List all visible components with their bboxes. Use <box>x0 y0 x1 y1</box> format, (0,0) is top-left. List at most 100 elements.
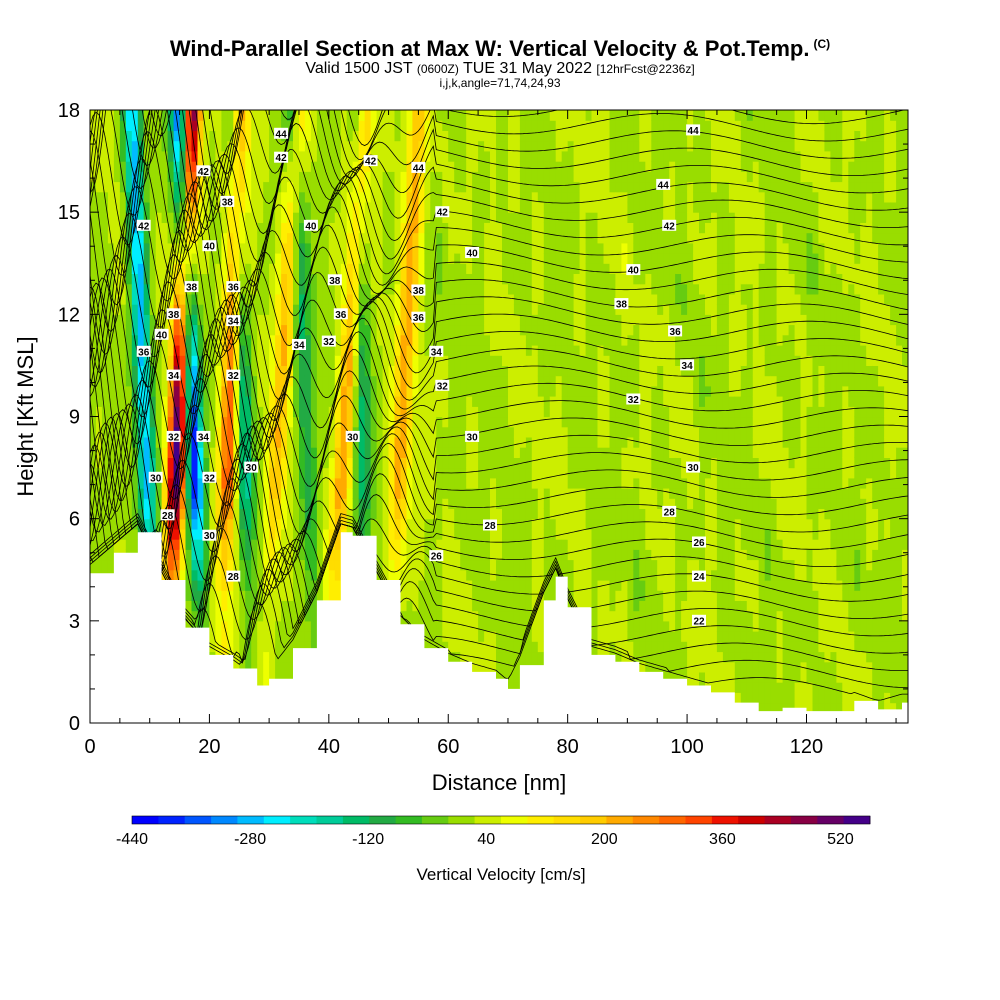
velocity-cell <box>454 477 461 489</box>
velocity-cell <box>263 569 270 581</box>
velocity-cell <box>376 283 384 295</box>
velocity-cell <box>525 477 533 489</box>
velocity-cell <box>508 293 515 305</box>
velocity-cell <box>561 140 569 152</box>
velocity-cell <box>352 222 360 234</box>
velocity-cell <box>567 549 575 561</box>
velocity-cell <box>316 140 324 152</box>
velocity-cell <box>322 140 330 152</box>
velocity-cell <box>579 273 587 285</box>
velocity-cell <box>191 161 199 172</box>
velocity-cell <box>364 467 372 479</box>
velocity-cell <box>334 569 342 581</box>
velocity-cell <box>173 508 181 520</box>
velocity-cell <box>185 334 193 346</box>
velocity-cell <box>191 242 199 254</box>
velocity-cell <box>328 416 336 428</box>
velocity-cell <box>394 140 402 152</box>
velocity-cell <box>155 426 163 438</box>
velocity-cell <box>137 477 145 489</box>
velocity-cell <box>430 610 437 622</box>
velocity-cell <box>251 242 258 254</box>
velocity-cell <box>406 498 414 509</box>
velocity-cell <box>119 161 127 172</box>
velocity-cell <box>543 201 551 213</box>
velocity-cell <box>299 498 306 509</box>
velocity-cell <box>549 426 557 438</box>
velocity-cell <box>466 324 473 336</box>
subtitle-valid-time: Valid 1500 JST <box>305 60 413 77</box>
velocity-cell <box>96 528 103 540</box>
velocity-cell <box>233 559 240 571</box>
velocity-cell <box>209 488 216 499</box>
velocity-cell <box>322 201 330 213</box>
velocity-cell <box>179 385 187 397</box>
velocity-cell <box>448 539 455 550</box>
velocity-cell <box>490 661 497 673</box>
velocity-cell <box>155 488 163 499</box>
velocity-cell <box>567 396 575 407</box>
velocity-cell <box>394 345 402 356</box>
velocity-cell <box>191 447 199 458</box>
velocity-cell <box>519 130 527 142</box>
velocity-cell <box>496 590 503 601</box>
velocity-cell <box>513 416 521 428</box>
velocity-cell <box>125 191 133 203</box>
velocity-cell <box>167 273 175 285</box>
velocity-cell <box>293 355 300 366</box>
velocity-cell <box>531 641 539 653</box>
velocity-cell <box>167 549 175 561</box>
velocity-cell <box>352 457 360 469</box>
velocity-cell <box>215 396 222 407</box>
velocity-cell <box>328 171 336 183</box>
velocity-cell <box>299 365 306 377</box>
velocity-cell <box>358 385 366 397</box>
velocity-cell <box>269 222 276 234</box>
velocity-cell <box>376 161 384 172</box>
velocity-cell <box>101 498 109 509</box>
velocity-cell <box>472 273 479 285</box>
velocity-cell <box>346 396 354 407</box>
velocity-cell <box>137 324 145 336</box>
velocity-cell <box>579 549 587 561</box>
velocity-cell <box>454 161 461 172</box>
velocity-cell <box>394 539 402 550</box>
velocity-cell <box>400 539 408 550</box>
velocity-cell <box>197 120 205 131</box>
velocity-cell <box>119 181 127 193</box>
velocity-cell <box>257 651 264 663</box>
velocity-cell <box>502 447 509 458</box>
velocity-cell <box>233 580 240 591</box>
velocity-cell <box>400 590 408 601</box>
velocity-cell <box>197 590 205 601</box>
velocity-cell <box>96 242 103 254</box>
velocity-cell <box>275 293 282 305</box>
velocity-cell <box>412 426 419 438</box>
velocity-cell <box>328 283 336 295</box>
velocity-cell <box>573 345 581 356</box>
velocity-cell <box>185 120 193 131</box>
velocity-cell <box>484 324 491 336</box>
velocity-cell <box>96 150 103 162</box>
velocity-cell <box>364 508 372 520</box>
velocity-cell <box>460 396 467 407</box>
velocity-cell <box>418 498 425 509</box>
velocity-cell <box>131 406 139 418</box>
velocity-cell <box>334 539 342 550</box>
velocity-cell <box>579 375 587 387</box>
velocity-cell <box>257 590 264 601</box>
velocity-cell <box>370 253 378 264</box>
velocity-cell <box>561 345 569 356</box>
velocity-cell <box>215 590 222 601</box>
velocity-cell <box>209 518 216 530</box>
velocity-cell <box>543 222 551 234</box>
velocity-cell <box>460 641 467 653</box>
velocity-cell <box>137 447 145 458</box>
velocity-cell <box>143 283 151 295</box>
velocity-cell <box>508 110 515 121</box>
velocity-cell <box>424 201 431 213</box>
velocity-cell <box>334 590 342 601</box>
velocity-cell <box>382 447 390 458</box>
velocity-cell <box>257 345 264 356</box>
velocity-cell <box>281 396 288 407</box>
